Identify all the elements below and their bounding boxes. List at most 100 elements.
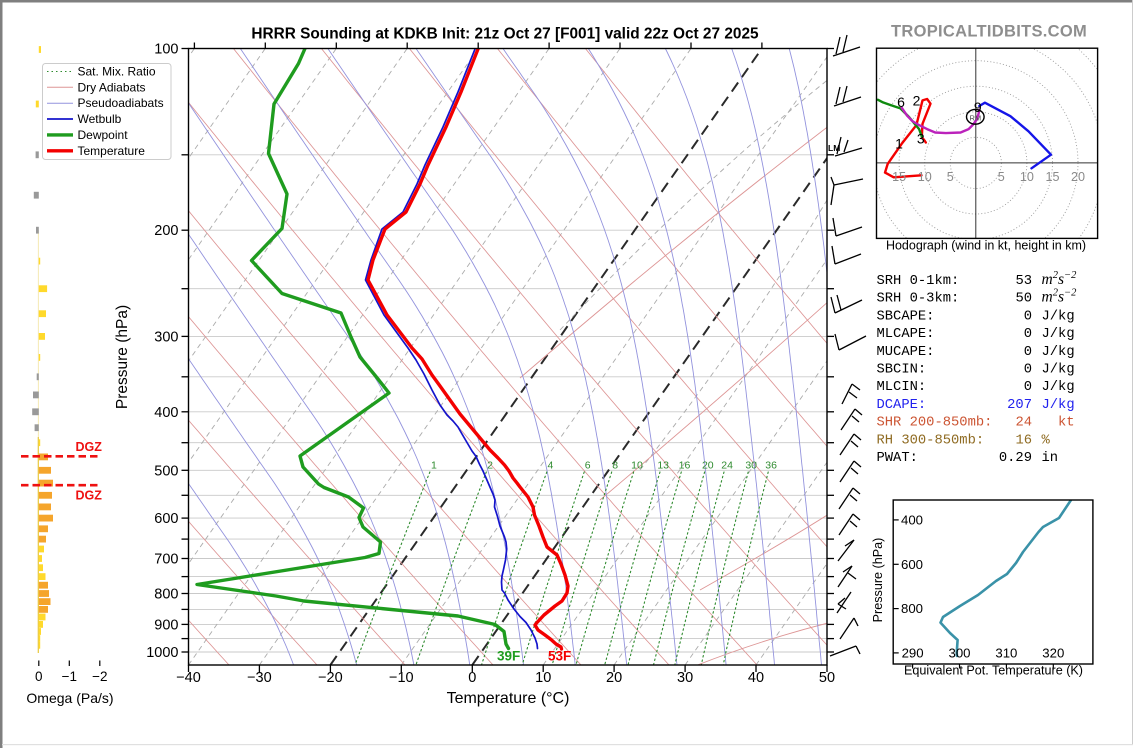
svg-text:700: 700 <box>154 552 178 568</box>
svg-text:LM: LM <box>828 143 840 153</box>
svg-text:J/kg: J/kg <box>1042 379 1075 395</box>
svg-text:310: 310 <box>995 646 1017 661</box>
svg-text:3: 3 <box>917 131 925 147</box>
svg-text:6: 6 <box>897 94 905 110</box>
svg-text:800: 800 <box>901 601 923 616</box>
svg-text:1: 1 <box>431 460 437 472</box>
svg-text:in: in <box>1042 450 1059 466</box>
svg-text:MLCIN:: MLCIN: <box>877 380 927 395</box>
svg-text:290: 290 <box>902 646 924 661</box>
svg-text:RM: RM <box>969 114 981 123</box>
svg-text:TROPICALTIDBITS.COM: TROPICALTIDBITS.COM <box>891 23 1087 41</box>
svg-text:DGZ: DGZ <box>76 489 103 503</box>
svg-text:15: 15 <box>892 170 906 184</box>
svg-text:%: % <box>1042 433 1051 448</box>
svg-text:PWAT:: PWAT: <box>877 451 918 466</box>
svg-text:600: 600 <box>901 557 923 572</box>
svg-text:kt: kt <box>1058 415 1075 431</box>
svg-text:Pressure (hPa): Pressure (hPa) <box>871 538 885 623</box>
svg-text:Temperature: Temperature <box>78 144 146 158</box>
svg-text:20: 20 <box>702 460 714 472</box>
svg-text:Sat. Mix. Ratio: Sat. Mix. Ratio <box>78 65 156 79</box>
svg-text:0: 0 <box>1024 380 1032 395</box>
svg-text:800: 800 <box>154 587 178 603</box>
svg-text:SRH 0-1km:: SRH 0-1km: <box>877 273 960 289</box>
svg-text:0.29: 0.29 <box>999 451 1032 466</box>
svg-text:9: 9 <box>974 99 982 115</box>
svg-text:20: 20 <box>606 670 622 686</box>
svg-text:Temperature (°C): Temperature (°C) <box>447 690 570 707</box>
svg-text:30: 30 <box>677 670 693 686</box>
svg-text:0: 0 <box>1024 327 1032 342</box>
svg-text:2: 2 <box>913 93 921 109</box>
svg-text:53F: 53F <box>548 649 571 664</box>
svg-text:5: 5 <box>947 170 954 184</box>
svg-text:−30: −30 <box>247 670 272 686</box>
svg-text:400: 400 <box>154 405 178 421</box>
svg-text:600: 600 <box>154 511 178 527</box>
svg-text:HRRR Sounding at KDKB Init: 21: HRRR Sounding at KDKB Init: 21z Oct 27 [… <box>251 26 759 43</box>
svg-text:50: 50 <box>1015 292 1032 307</box>
svg-text:24: 24 <box>1015 416 1032 431</box>
svg-text:207: 207 <box>1007 398 1032 413</box>
svg-text:−10: −10 <box>389 670 414 686</box>
svg-text:100: 100 <box>154 42 178 58</box>
svg-text:5: 5 <box>998 170 1005 184</box>
svg-text:J/kg: J/kg <box>1042 397 1075 413</box>
svg-text:8: 8 <box>612 460 618 472</box>
svg-text:−1: −1 <box>62 669 77 684</box>
svg-text:Pressure (hPa): Pressure (hPa) <box>114 305 131 409</box>
svg-text:39F: 39F <box>497 649 520 664</box>
svg-text:16: 16 <box>1015 433 1032 448</box>
svg-text:MLCAPE:: MLCAPE: <box>877 327 935 342</box>
svg-text:24: 24 <box>721 460 733 472</box>
svg-text:4: 4 <box>547 460 553 472</box>
svg-text:20: 20 <box>1071 170 1085 184</box>
svg-text:DCAPE:: DCAPE: <box>877 398 927 413</box>
svg-text:SHR 200-850mb:: SHR 200-850mb: <box>877 415 993 431</box>
svg-text:200: 200 <box>154 223 178 239</box>
svg-text:320: 320 <box>1042 646 1064 661</box>
svg-text:900: 900 <box>154 617 178 633</box>
svg-text:DGZ: DGZ <box>76 440 103 454</box>
svg-text:J/kg: J/kg <box>1042 362 1075 378</box>
svg-text:SBCAPE:: SBCAPE: <box>877 309 935 324</box>
svg-text:SBCIN:: SBCIN: <box>877 363 927 378</box>
svg-text:400: 400 <box>901 512 923 527</box>
svg-text:J/kg: J/kg <box>1042 326 1075 342</box>
svg-text:15: 15 <box>1045 170 1059 184</box>
svg-text:Hodograph (wind in kt, height: Hodograph (wind in kt, height in km) <box>886 239 1086 253</box>
svg-text:−20: −20 <box>318 670 343 686</box>
svg-text:6: 6 <box>585 460 591 472</box>
svg-text:0: 0 <box>1024 345 1032 360</box>
svg-text:10: 10 <box>631 460 643 472</box>
svg-text:Pseudoadiabats: Pseudoadiabats <box>78 96 164 110</box>
svg-text:Dewpoint: Dewpoint <box>78 128 129 142</box>
svg-text:Dry Adiabats: Dry Adiabats <box>78 80 146 94</box>
svg-text:300: 300 <box>948 646 970 661</box>
svg-text:0: 0 <box>35 669 43 684</box>
svg-text:1: 1 <box>895 136 903 152</box>
svg-text:Wetbulb: Wetbulb <box>78 112 122 126</box>
svg-text:500: 500 <box>154 463 178 479</box>
svg-text:10: 10 <box>918 170 932 184</box>
svg-text:16: 16 <box>679 460 691 472</box>
svg-text:Equivalent Pot. Temperature (K: Equivalent Pot. Temperature (K) <box>904 664 1083 678</box>
svg-text:53: 53 <box>1015 274 1032 289</box>
svg-text:0: 0 <box>468 670 476 686</box>
svg-text:30: 30 <box>745 460 757 472</box>
svg-text:50: 50 <box>819 670 835 686</box>
svg-text:10: 10 <box>1020 170 1034 184</box>
svg-text:0: 0 <box>1024 309 1032 324</box>
svg-text:−40: −40 <box>176 670 201 686</box>
svg-text:36: 36 <box>765 460 777 472</box>
svg-text:−2: −2 <box>92 669 107 684</box>
svg-text:300: 300 <box>154 329 178 345</box>
svg-text:40: 40 <box>748 670 764 686</box>
svg-text:J/kg: J/kg <box>1042 308 1075 324</box>
svg-text:Omega (Pa/s): Omega (Pa/s) <box>26 690 113 706</box>
svg-text:1000: 1000 <box>146 645 178 661</box>
svg-text:13: 13 <box>657 460 669 472</box>
svg-text:RH 300-850mb:: RH 300-850mb: <box>877 432 985 448</box>
svg-text:SRH 0-3km:: SRH 0-3km: <box>877 291 960 307</box>
